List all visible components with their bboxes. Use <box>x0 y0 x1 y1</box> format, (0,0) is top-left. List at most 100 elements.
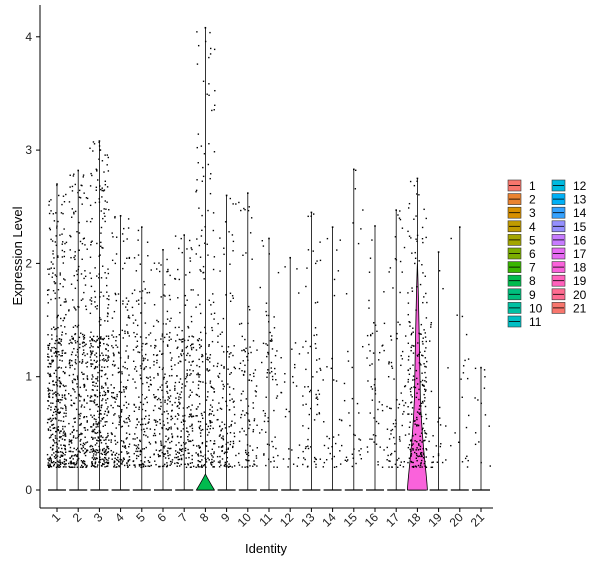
cell-point <box>331 357 333 360</box>
cell-point <box>99 456 101 458</box>
cell-point <box>440 443 442 445</box>
cell-point <box>61 447 63 450</box>
cell-point <box>160 401 162 404</box>
cell-point <box>291 348 293 350</box>
cell-point <box>54 282 57 284</box>
cell-point <box>183 234 185 236</box>
cell-point <box>144 343 147 345</box>
cell-point <box>395 209 397 211</box>
cell-point <box>339 450 341 452</box>
cell-point <box>184 420 186 422</box>
cell-point <box>270 370 273 373</box>
cell-point <box>126 452 128 455</box>
cell-point <box>140 450 142 453</box>
cell-point <box>68 201 71 203</box>
cell-point <box>304 447 307 450</box>
cell-point <box>400 392 402 394</box>
cell-point <box>136 454 138 457</box>
cell-point <box>336 249 338 251</box>
cell-point <box>265 302 268 304</box>
cell-point <box>411 344 413 347</box>
cell-point <box>219 333 222 335</box>
cell-point <box>166 403 169 405</box>
cell-point <box>198 207 200 209</box>
cell-point <box>488 425 490 427</box>
cell-point <box>47 355 49 358</box>
cell-point <box>82 349 85 351</box>
cell-point <box>149 376 151 378</box>
cell-point <box>103 360 105 362</box>
cell-point <box>143 434 145 436</box>
violin-cluster-19 <box>428 251 449 491</box>
cell-point <box>89 220 92 223</box>
cell-point <box>118 405 121 408</box>
cell-point <box>107 313 109 315</box>
cell-point <box>98 158 100 160</box>
cell-point <box>84 427 86 429</box>
cell-point <box>51 361 53 363</box>
cell-point <box>54 274 57 276</box>
cell-point <box>265 343 267 345</box>
cell-point <box>254 390 257 392</box>
cell-point <box>323 444 326 447</box>
cell-point <box>99 317 101 319</box>
cell-point <box>53 372 55 375</box>
cell-point <box>323 461 326 464</box>
cell-point <box>196 445 198 447</box>
cell-point <box>179 360 181 363</box>
cell-point <box>188 440 190 443</box>
cell-point <box>331 458 333 460</box>
cell-point <box>58 377 61 379</box>
cell-point <box>93 465 95 467</box>
cell-point <box>114 215 116 218</box>
cell-point <box>422 422 425 425</box>
cell-point <box>149 332 152 334</box>
cell-point <box>50 465 53 468</box>
cell-point <box>83 460 86 463</box>
cell-point <box>70 235 72 238</box>
cell-point <box>98 320 101 323</box>
cell-point <box>47 372 49 374</box>
cell-point <box>294 342 297 344</box>
cell-point <box>425 340 428 343</box>
cell-point <box>91 378 93 380</box>
cell-point <box>118 334 121 336</box>
cell-point <box>245 434 247 436</box>
cell-point <box>70 461 72 463</box>
cell-point <box>101 160 104 162</box>
cell-point <box>164 457 167 459</box>
cell-point <box>191 343 193 346</box>
cell-point <box>86 197 89 200</box>
cell-point <box>227 346 230 348</box>
cell-point <box>366 446 369 448</box>
cell-point <box>101 189 103 192</box>
cell-point <box>269 372 271 374</box>
cell-point <box>62 432 65 434</box>
cell-point <box>107 170 110 172</box>
cell-point <box>106 312 109 314</box>
cell-point <box>47 393 50 395</box>
violin-cluster-11 <box>258 237 280 491</box>
cell-point <box>101 366 103 368</box>
cell-point <box>282 458 285 460</box>
cell-point <box>107 303 110 306</box>
cell-point <box>154 428 156 431</box>
cell-point <box>155 345 157 347</box>
cell-point <box>65 405 67 408</box>
cell-point <box>424 365 426 368</box>
cell-point <box>334 442 337 445</box>
cell-point <box>123 420 125 423</box>
cell-point <box>59 459 61 461</box>
cell-point <box>190 364 192 366</box>
legend-label: 2 <box>529 193 536 207</box>
cell-point <box>416 424 418 426</box>
cell-point <box>60 435 62 438</box>
cell-point <box>114 435 116 437</box>
cell-point <box>414 420 416 422</box>
cell-point <box>53 220 56 222</box>
cell-point <box>354 434 356 437</box>
cell-point <box>96 366 99 368</box>
cell-point <box>425 376 427 379</box>
cell-point <box>169 331 171 334</box>
cell-point <box>61 438 64 440</box>
